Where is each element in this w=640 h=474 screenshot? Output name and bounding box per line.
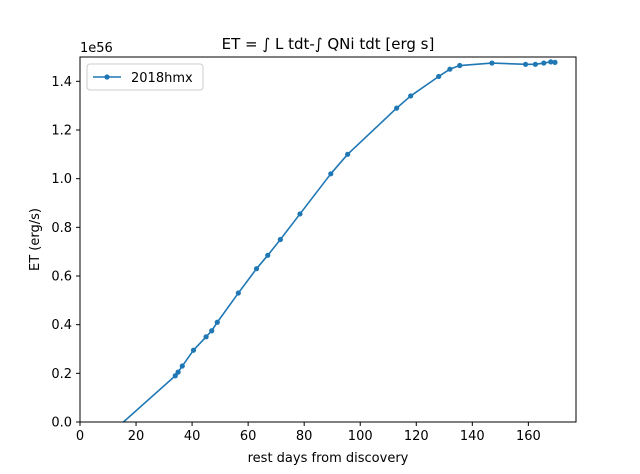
data-point	[345, 151, 351, 157]
data-point	[175, 369, 181, 375]
data-point	[548, 59, 554, 65]
data-point	[522, 61, 529, 67]
data-point	[532, 61, 538, 67]
y-tick-label: 0.8	[51, 221, 72, 236]
x-tick-label: 100	[348, 429, 373, 444]
x-tick-label: 60	[240, 429, 257, 444]
plot-frame	[79, 56, 577, 423]
x-tick-label: 140	[460, 429, 485, 444]
x-axis-ticks: 0 20 40 60 80 100 120 140 160	[76, 422, 541, 444]
series-line-2018hmx	[122, 61, 556, 422]
data-point	[265, 252, 271, 258]
x-tick-label: 0	[76, 429, 84, 444]
x-tick-label: 20	[128, 429, 145, 444]
x-tick-label: 160	[516, 429, 541, 444]
y-tick-label: 0.6	[51, 270, 72, 285]
data-point	[179, 363, 185, 369]
x-tick-label: 40	[184, 429, 201, 444]
y-tick-label: 1.0	[51, 172, 72, 187]
chart-title: ET = ∫ L tdt-∫ QNi tdt [erg s]	[222, 35, 435, 53]
data-point	[552, 59, 558, 65]
data-point	[457, 62, 463, 69]
data-point	[394, 105, 400, 111]
data-point	[408, 93, 414, 99]
y-axis-label: ET (erg/s)	[28, 208, 43, 271]
data-point	[253, 266, 260, 272]
series-layer	[122, 59, 558, 422]
data-point	[203, 334, 209, 340]
x-tick-label: 120	[404, 429, 429, 444]
legend: 2018hmx	[86, 63, 204, 91]
data-point	[489, 60, 495, 66]
y-tick-label: 1.4	[51, 75, 72, 90]
data-point	[436, 73, 442, 80]
data-point	[235, 290, 241, 296]
data-point	[297, 211, 303, 217]
data-point	[447, 66, 453, 72]
data-point	[277, 236, 283, 243]
data-point	[328, 171, 334, 177]
y-tick-label: 0.2	[51, 367, 72, 382]
data-point	[214, 319, 220, 325]
legend-box	[86, 63, 204, 91]
x-axis-label: rest days from discovery	[248, 451, 409, 466]
x-tick-label: 80	[296, 429, 313, 444]
y-offset-label: 1e56	[80, 41, 113, 56]
plot-area	[80, 57, 576, 422]
plot-data-layer	[122, 59, 558, 422]
legend-label-2018hmx: 2018hmx	[131, 71, 193, 86]
data-point	[190, 347, 197, 353]
y-tick-label: 1.2	[51, 124, 72, 139]
data-point	[209, 328, 215, 334]
y-tick-label: 0.0	[51, 416, 72, 431]
legend-marker-2018hmx	[104, 74, 110, 80]
data-point	[172, 373, 178, 379]
data-point	[541, 60, 547, 66]
y-axis-ticks: 0.0 0.2 0.4 0.6 0.8 1.0 1.2 1.4	[51, 75, 80, 431]
y-tick-label: 0.4	[51, 318, 72, 333]
